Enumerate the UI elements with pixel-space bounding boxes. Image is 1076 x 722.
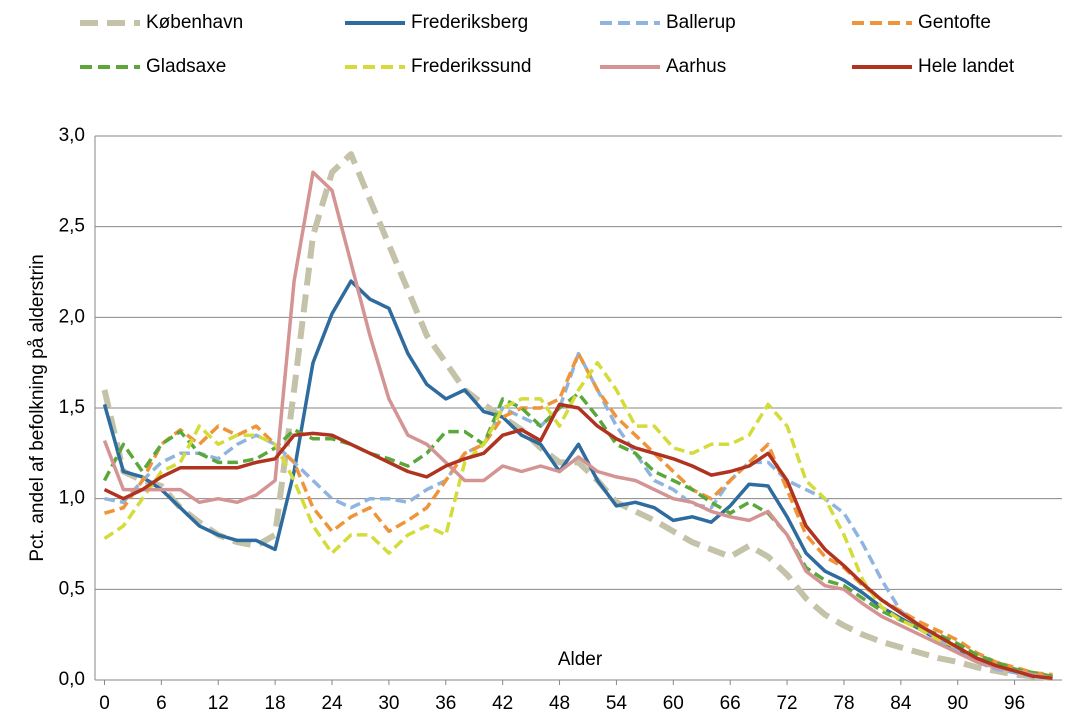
legend-label: Aarhus bbox=[666, 56, 726, 77]
y-tick-label: 2,0 bbox=[59, 306, 85, 327]
x-tick-label: 6 bbox=[156, 693, 167, 714]
x-tick-label: 60 bbox=[663, 693, 684, 714]
y-tick-label: 1,5 bbox=[59, 397, 85, 418]
series-line bbox=[101, 151, 1053, 682]
x-tick-label: 84 bbox=[890, 693, 912, 714]
y-axis-label: Pct. andel af befolkning på alderstrin bbox=[27, 254, 48, 561]
x-axis-label: Alder bbox=[558, 649, 603, 670]
series-line bbox=[102, 391, 1053, 679]
legend-label: Hele landet bbox=[918, 56, 1015, 77]
x-tick-label: 48 bbox=[549, 693, 570, 714]
x-tick-label: 12 bbox=[208, 693, 229, 714]
x-tick-label: 90 bbox=[947, 693, 968, 714]
legend-label: Frederiksberg bbox=[411, 12, 528, 33]
x-tick-label: 72 bbox=[776, 693, 797, 714]
legend-label: Frederikssund bbox=[411, 56, 531, 77]
legend-label: København bbox=[146, 12, 243, 33]
y-tick-label: 0,5 bbox=[59, 578, 85, 599]
y-tick-label: 3,0 bbox=[59, 125, 85, 146]
series-line bbox=[103, 402, 1053, 680]
legend-label: Gladsaxe bbox=[146, 56, 226, 77]
series-line bbox=[102, 170, 1053, 680]
y-tick-label: 2,5 bbox=[59, 216, 85, 237]
series-line bbox=[104, 351, 1053, 680]
x-tick-label: 30 bbox=[378, 693, 399, 714]
y-tick-label: 1,0 bbox=[59, 488, 85, 509]
x-tick-label: 96 bbox=[1004, 693, 1025, 714]
legend-label: Ballerup bbox=[666, 12, 736, 33]
series-line bbox=[103, 360, 1053, 680]
legend-label: Gentofte bbox=[918, 12, 991, 33]
x-tick-label: 18 bbox=[265, 693, 286, 714]
x-tick-label: 24 bbox=[321, 693, 343, 714]
y-tick-label: 0,0 bbox=[59, 669, 85, 690]
x-tick-label: 78 bbox=[833, 693, 854, 714]
x-tick-label: 36 bbox=[435, 693, 456, 714]
x-tick-label: 42 bbox=[492, 693, 513, 714]
x-tick-label: 66 bbox=[720, 693, 741, 714]
x-tick-label: 0 bbox=[99, 693, 110, 714]
x-tick-label: 54 bbox=[606, 693, 628, 714]
